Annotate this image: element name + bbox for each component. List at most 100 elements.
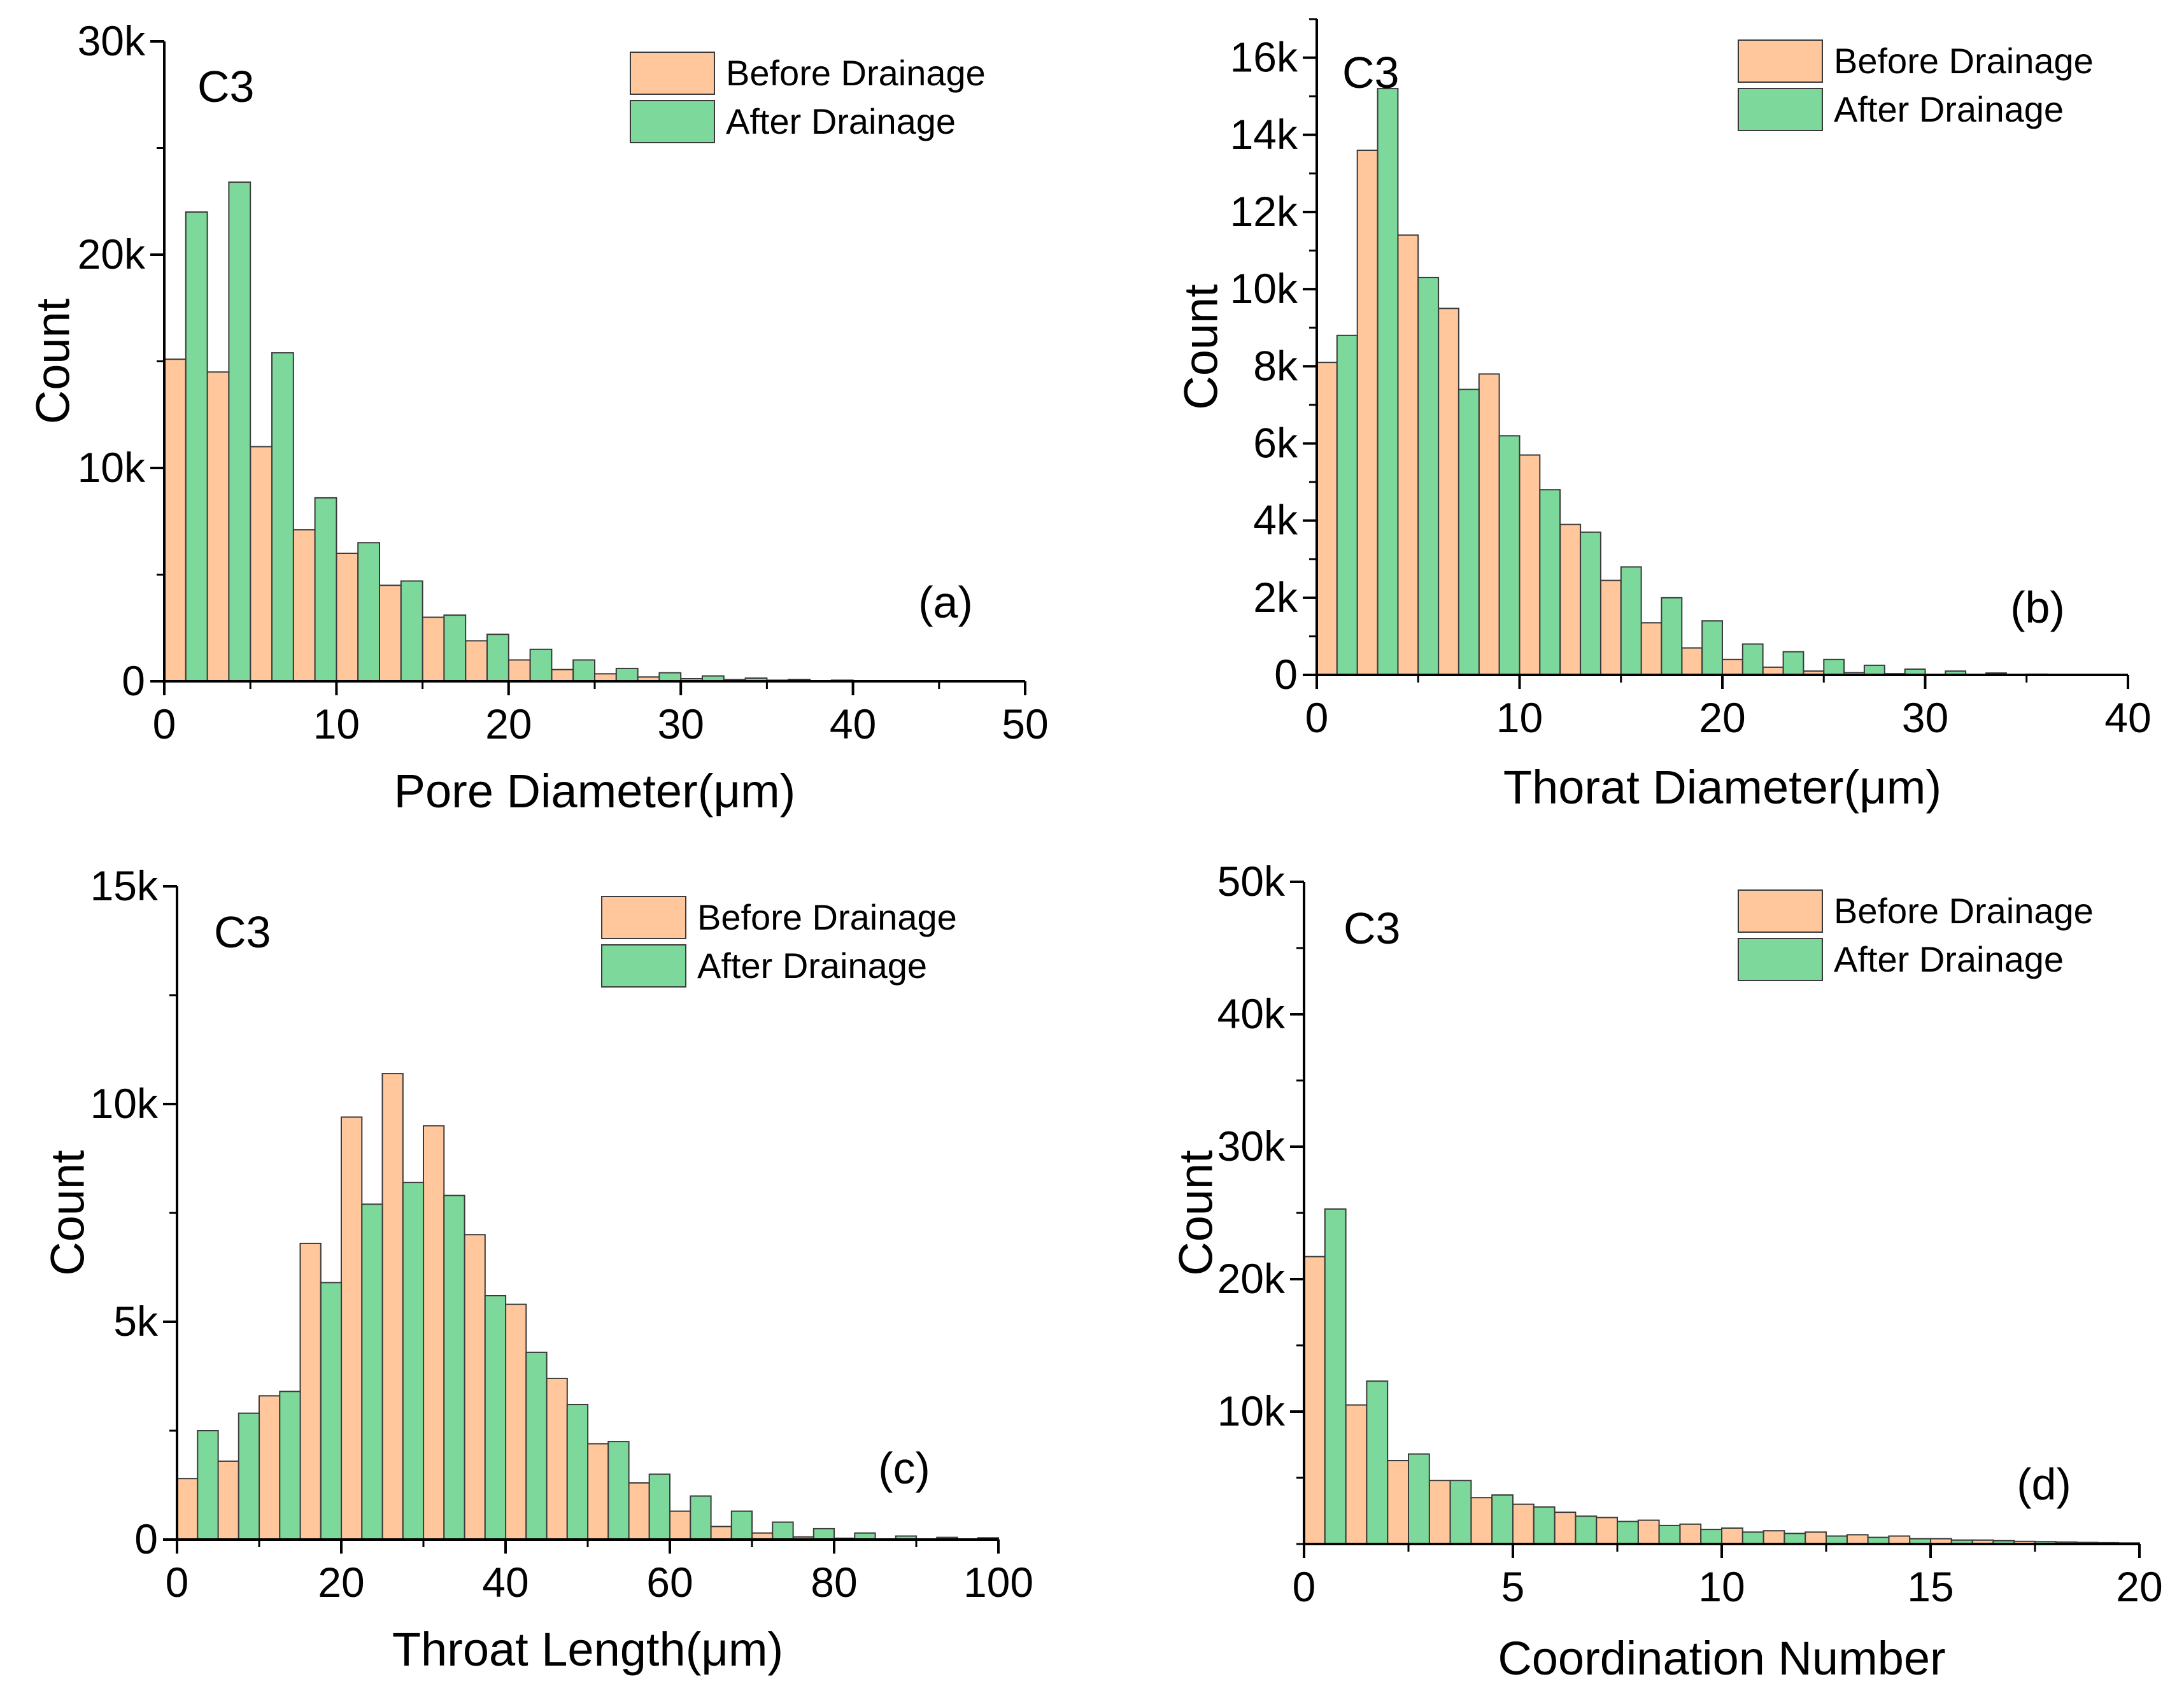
- bar-before-d-9: [1679, 1523, 1702, 1545]
- sample-label: C3: [197, 62, 254, 111]
- legend-label-after: After Drainage: [1834, 939, 2064, 979]
- x-tick-label: 10: [1698, 1563, 1745, 1610]
- bar-after-a-9: [572, 659, 596, 682]
- legend-swatch-after: [601, 944, 686, 988]
- x-tick-label: 30: [657, 700, 704, 747]
- legend-label-after: After Drainage: [1834, 89, 2064, 129]
- bar-before-c-6: [423, 1125, 445, 1540]
- y-tick-label: 10k: [1230, 265, 1298, 312]
- y-tick-label: 10k: [90, 1080, 159, 1127]
- bar-after-d-7: [1617, 1520, 1639, 1545]
- bar-before-d-8: [1637, 1519, 1660, 1545]
- bar-after-d-8: [1658, 1524, 1681, 1545]
- y-tick-label: 5k: [113, 1298, 159, 1345]
- bar-before-a-1: [206, 371, 230, 683]
- x-tick-label: 100: [963, 1559, 1033, 1606]
- sample-label: C3: [214, 907, 271, 957]
- bar-before-d-2: [1387, 1460, 1409, 1545]
- legend-swatch-after: [1738, 938, 1823, 981]
- legend-swatch-after: [630, 100, 715, 143]
- bar-after-a-6: [443, 614, 467, 682]
- x-tick-label: 5: [1501, 1563, 1525, 1610]
- bar-after-d-1: [1366, 1380, 1389, 1545]
- y-tick-label: 30k: [1217, 1123, 1286, 1170]
- x-tick-label: 10: [313, 700, 360, 747]
- bar-before-a-6: [422, 616, 445, 682]
- bar-before-d-4: [1470, 1497, 1493, 1545]
- bar-after-d-11: [1783, 1533, 1806, 1545]
- y-tick-label: 0: [122, 657, 145, 704]
- bar-before-c-13: [710, 1526, 732, 1540]
- bar-before-d-5: [1512, 1503, 1535, 1545]
- bar-before-a-0: [164, 358, 187, 682]
- bar-after-b-13: [1863, 664, 1885, 676]
- bar-after-a-10: [615, 667, 639, 683]
- bar-before-c-11: [628, 1482, 650, 1541]
- x-tick-label: 0: [153, 700, 176, 747]
- bar-after-b-7: [1620, 566, 1642, 676]
- bar-after-a-8: [529, 648, 553, 683]
- bar-before-c-0: [176, 1478, 199, 1540]
- bar-before-b-8: [1640, 622, 1663, 676]
- chart-panel-d: 0 5 10 15 20 10k 20k 30k 40k 50k Coordination Numb…: [1170, 858, 2163, 1685]
- x-axis-title: Coordination Number: [1498, 1632, 1945, 1685]
- y-tick-label: 12k: [1230, 188, 1298, 235]
- bar-after-c-5: [402, 1182, 425, 1540]
- x-tick-label: 40: [482, 1559, 528, 1606]
- y-tick-label: 15k: [90, 862, 159, 909]
- bar-before-a-8: [507, 659, 531, 682]
- bar-before-d-3: [1428, 1480, 1451, 1545]
- x-tick-label: 50: [1002, 700, 1048, 747]
- y-tick-label: 50k: [1217, 858, 1286, 905]
- chart-panel-c: 0 20 40 60 80 100 0 5k 10k 15k Throat Length(μm) Co…: [41, 862, 1033, 1676]
- bar-after-c-11: [648, 1473, 671, 1540]
- bar-after-a-2: [271, 352, 294, 682]
- bar-before-c-3: [299, 1242, 322, 1541]
- y-tick-label: 30k: [78, 17, 146, 64]
- bar-before-a-2: [250, 446, 273, 682]
- legend-swatch-before: [601, 896, 686, 939]
- y-axis-title: Count: [1175, 284, 1228, 410]
- x-tick-label: 20: [318, 1559, 364, 1606]
- x-tick-label: 20: [2116, 1563, 2162, 1610]
- x-axis-title: Throat Length(μm): [392, 1623, 783, 1676]
- legend-swatch-before: [1738, 39, 1823, 83]
- bar-after-d-3: [1449, 1480, 1472, 1545]
- bar-before-c-2: [259, 1395, 281, 1541]
- y-tick-label: 8k: [1253, 342, 1298, 389]
- bar-before-a-4: [336, 553, 359, 682]
- bar-after-a-11: [658, 672, 682, 682]
- bar-after-b-0: [1336, 334, 1358, 676]
- bar-before-b-6: [1559, 523, 1582, 676]
- legend-label-before: Before Drainage: [697, 897, 957, 937]
- y-tick-label: 40k: [1217, 990, 1286, 1037]
- bar-before-d-13: [1846, 1534, 1869, 1545]
- bar-before-b-7: [1599, 579, 1622, 676]
- y-tick-label: 0: [134, 1515, 158, 1562]
- bar-after-c-13: [730, 1510, 753, 1540]
- y-tick-label: 0: [1274, 651, 1298, 698]
- bar-after-c-15: [812, 1527, 835, 1540]
- bar-after-c-0: [197, 1430, 219, 1540]
- bar-after-c-2: [279, 1391, 301, 1540]
- bar-after-c-6: [443, 1194, 465, 1540]
- y-tick-label: 14k: [1230, 111, 1298, 158]
- bar-after-d-4: [1491, 1494, 1514, 1545]
- bar-after-c-8: [525, 1351, 548, 1540]
- legend-label-before: Before Drainage: [726, 53, 986, 93]
- legend-label-before: Before Drainage: [1834, 41, 2094, 81]
- x-tick-label: 10: [1496, 694, 1543, 741]
- bar-after-b-5: [1539, 489, 1561, 676]
- legend-label-before: Before Drainage: [1834, 891, 2094, 931]
- bar-before-a-7: [465, 640, 488, 683]
- bar-after-b-8: [1661, 597, 1683, 676]
- sample-label: C3: [1342, 48, 1399, 97]
- x-tick-label: 40: [830, 700, 876, 747]
- bar-before-c-5: [381, 1073, 404, 1540]
- bar-after-a-3: [314, 497, 337, 683]
- bar-before-c-9: [546, 1377, 568, 1540]
- bar-after-c-9: [566, 1404, 589, 1540]
- bar-after-c-1: [238, 1412, 260, 1541]
- y-axis-title: Count: [41, 1150, 94, 1276]
